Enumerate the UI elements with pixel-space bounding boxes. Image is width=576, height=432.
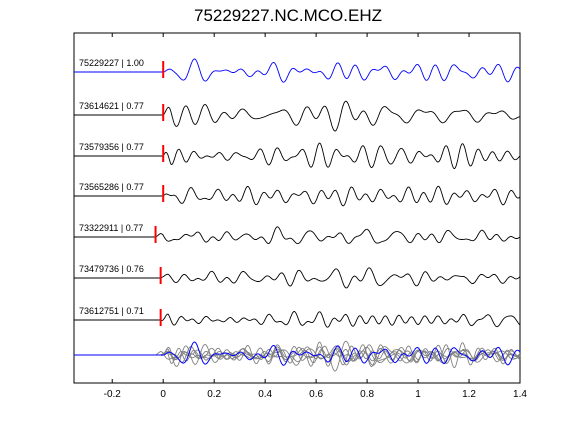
x-tick-label: 0 bbox=[160, 389, 166, 400]
x-tick-label: -0.2 bbox=[104, 389, 122, 400]
trace-label: 73614621 | 0.77 bbox=[79, 101, 144, 111]
x-tick-label: 0.2 bbox=[207, 389, 221, 400]
x-tick-label: 1.4 bbox=[513, 389, 527, 400]
trace-line bbox=[74, 226, 521, 245]
x-tick-label: 0.4 bbox=[258, 389, 272, 400]
trace-line bbox=[74, 267, 521, 289]
plot-area-frame bbox=[73, 32, 521, 384]
trace-line bbox=[74, 311, 521, 328]
trace-label: 73322911 | 0.77 bbox=[79, 223, 143, 233]
trace-line bbox=[74, 185, 521, 207]
trace-label: 73479736 | 0.76 bbox=[79, 264, 144, 274]
trace-line bbox=[74, 100, 521, 132]
x-tick-label: 1 bbox=[415, 389, 421, 400]
x-tick-label: 0.8 bbox=[360, 389, 374, 400]
x-tick-label: 0.6 bbox=[309, 389, 323, 400]
chart-title: 75229227.NC.MCO.EHZ bbox=[193, 6, 383, 25]
trace-label: 73579356 | 0.77 bbox=[79, 142, 144, 152]
x-tick-label: 1.2 bbox=[462, 389, 476, 400]
stack-reference-line bbox=[74, 341, 521, 366]
trace-label: 73612751 | 0.71 bbox=[79, 306, 144, 316]
trace-line bbox=[74, 58, 521, 83]
trace-line bbox=[74, 142, 521, 170]
trace-label: 73565286 | 0.77 bbox=[79, 182, 144, 192]
trace-label: 75229227 | 1.00 bbox=[79, 58, 144, 68]
